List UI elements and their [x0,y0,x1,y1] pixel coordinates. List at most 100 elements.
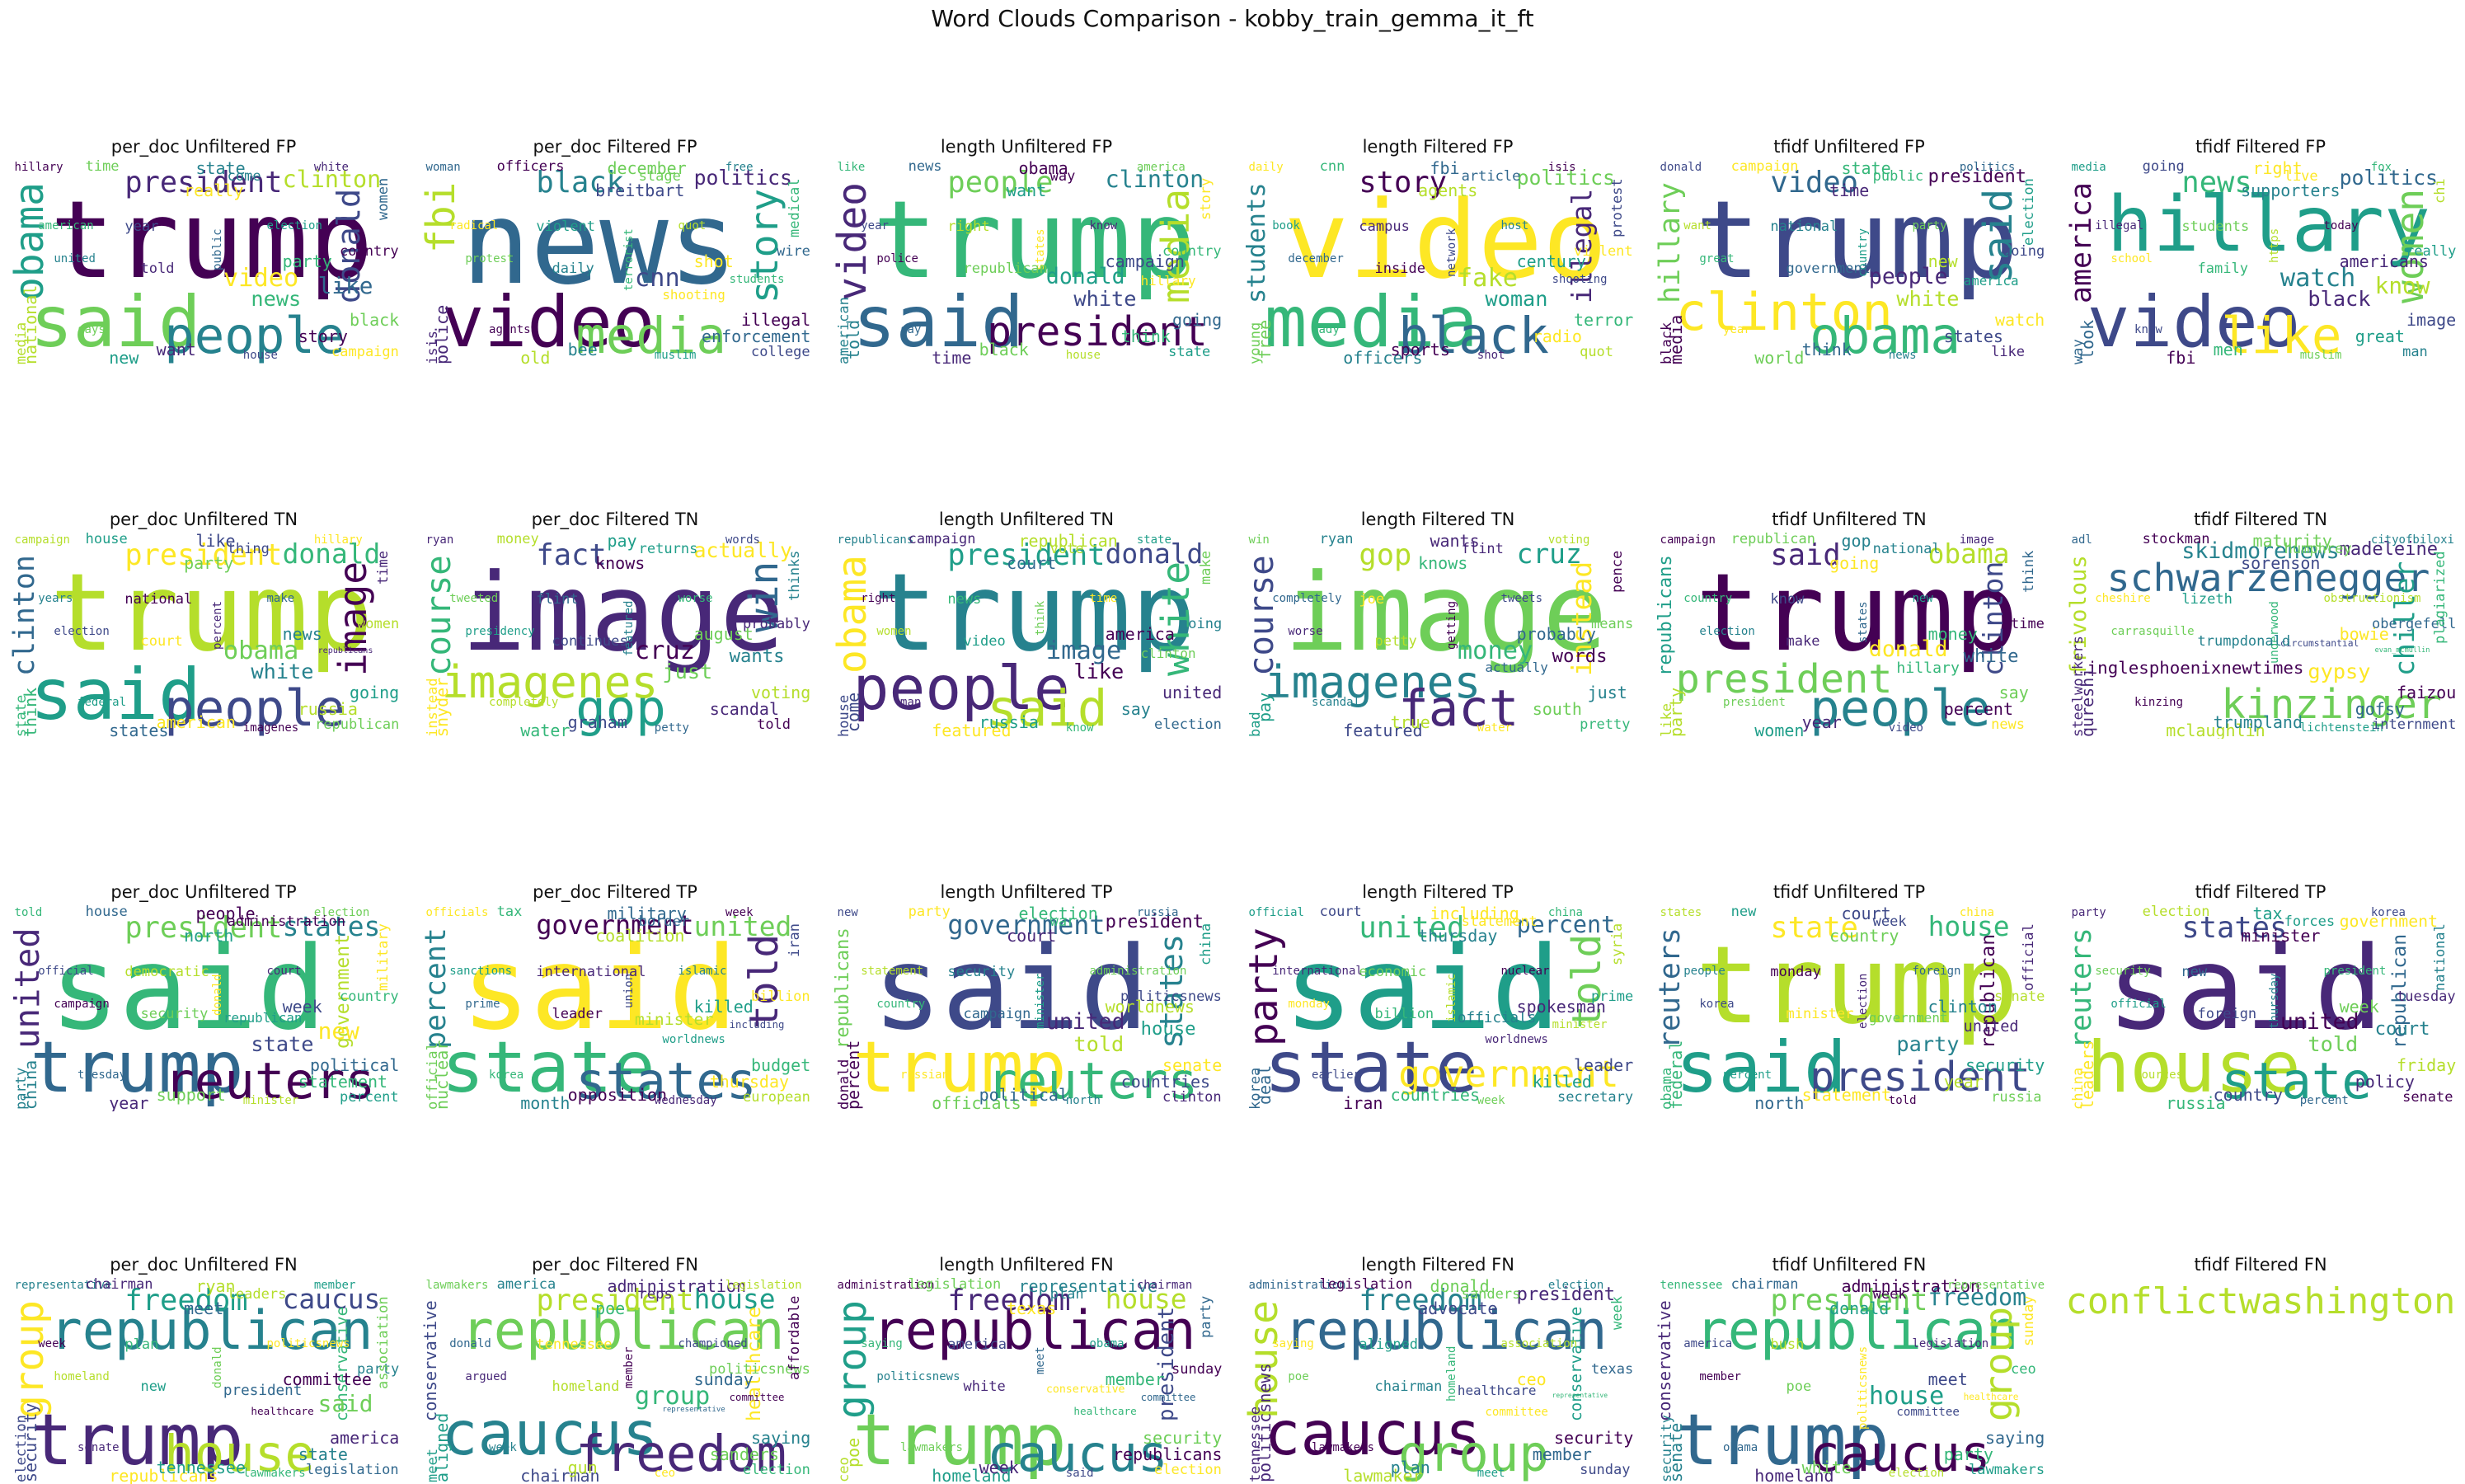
word-cloud: said house state states government reuters rep… [2064,903,2458,1111]
cloud-word: new [1730,903,1757,920]
cloud-word: president [1770,1283,1928,1317]
cloud-word: states [2181,910,2288,945]
cloud-word: make [266,591,295,605]
cloud-word: pretty [1580,716,1631,733]
cloud-word: friday [2397,1055,2457,1076]
cloud-word: police [432,304,453,364]
cloud-word: state [2221,1053,2372,1111]
cloud-word: said [461,922,738,1056]
cloud-word: told [1073,1032,1125,1057]
cloud-word: tennessee [536,1336,613,1353]
cloud-word: man [900,696,922,710]
cloud-word: republican [315,716,400,733]
cloud-word: wants [1430,530,1480,551]
cloud-word: wire [776,243,810,261]
cloud-word: president [1675,655,1893,702]
cloud-word: people [164,308,345,366]
cloud-word: reuters [1653,928,1687,1050]
cloud-word: really [2406,243,2457,261]
word-cloud: republican trump caucus freedom house group pr… [829,1275,1223,1484]
cloud-word: words [1552,645,1608,667]
cloud-word: member [1699,1370,1741,1384]
cloud-word: donald [1430,1275,1490,1296]
word-cloud: said trump reuters government president repub… [829,903,1223,1111]
cloud-word: right [947,218,990,235]
cloud-word: argued [465,1370,507,1384]
word-cloud: republican trump caucus president freedom con… [1652,1275,2046,1484]
cloud-word: election [1154,716,1222,733]
cloud-word: december [607,157,687,178]
cloud-word: party [184,553,234,574]
cloud-word: court [1841,903,1891,923]
cloud-word: administration [227,913,345,931]
cloud-word: politics [1516,165,1615,190]
cloud-word: party [1666,687,1687,737]
cloud-word: lawmakers [1312,1441,1374,1455]
cloud-word: group [7,1300,53,1420]
cloud-word: completely [489,696,559,710]
cloud-word: house [693,1282,776,1315]
panel-title: length Unfiltered FP [940,137,1113,157]
cloud-word: just [662,660,713,684]
cloud-word: obama [829,555,876,674]
cloud-word: terrorist [622,228,636,292]
cloud-word: imagenes [441,655,659,708]
cloud-word: election [2021,178,2038,247]
cloud-word: vote [1049,541,1084,558]
cloud-word: told [843,320,864,360]
cloud-word: maturity [2252,530,2332,551]
cloud-word: trump [49,550,373,676]
cloud-word: featured [1343,720,1423,739]
cloud-word: country [340,989,399,1006]
cloud-word: clinton [282,165,382,193]
cloud-word: support [156,1084,226,1105]
cloud-word: donald [1829,1298,1890,1319]
cloud-word: countries [1390,1084,1480,1105]
panel-title: length Unfiltered TN [938,510,1115,529]
cloud-word: statement [1461,913,1538,931]
cloud-word: thursday [1418,926,1498,946]
cloud-word: poe [1786,1378,1812,1395]
cloud-word: inside [1374,260,1425,277]
cloud-word: going [2142,157,2185,175]
cloud-word: donald [1660,161,1702,175]
cloud-word: committee [729,1391,785,1403]
cloud-word: party [908,903,951,920]
cloud-word: national [1872,541,1941,558]
cloud-word: percent [1516,910,1616,938]
cloud-word: featured [932,720,1012,739]
cloud-word: news [947,590,982,608]
cloud-word: meet [1477,1466,1505,1480]
cloud-word: house [85,530,128,547]
cloud-word: muslim [654,348,697,362]
cloud-word: new [140,1378,167,1395]
cloud-word: like [1991,343,2026,360]
cloud-word: knows [595,553,646,574]
cloud-word: senate [1994,989,2045,1006]
cloud-word: said [49,922,326,1056]
word-cloud: trump people said president donald obama white… [829,530,1223,739]
cloud-word: told [140,260,175,277]
cloud-word: trump [852,1398,1067,1482]
cloud-word: watch [2280,263,2356,293]
cloud-word: government [1786,260,1871,277]
cloud-word: thursday [2267,973,2281,1030]
cloud-word: said [1675,1026,1847,1109]
cloud-word: come [843,693,864,733]
cloud-word: isis [1547,161,1576,175]
cloud-word: border [638,913,690,931]
cloud-word: sanctions [449,964,513,978]
cloud-word: meet [184,1298,224,1319]
cloud-word: administration [1248,1279,1346,1293]
cloud-word: legislation [1319,1275,1413,1293]
cloud-word: water [520,720,570,739]
cloud-word: percent [843,1040,864,1110]
cloud-word: reuters [164,1053,376,1111]
cloud-word: federal [1666,1040,1687,1110]
cloud-word: leader [1574,1055,1634,1076]
cloud-word: war [1049,913,1076,931]
cloud-word: said [1770,538,1841,572]
cloud-word: member [1105,1369,1165,1390]
cloud-word: said [317,1389,373,1417]
cloud-word: economic [1359,963,1427,980]
